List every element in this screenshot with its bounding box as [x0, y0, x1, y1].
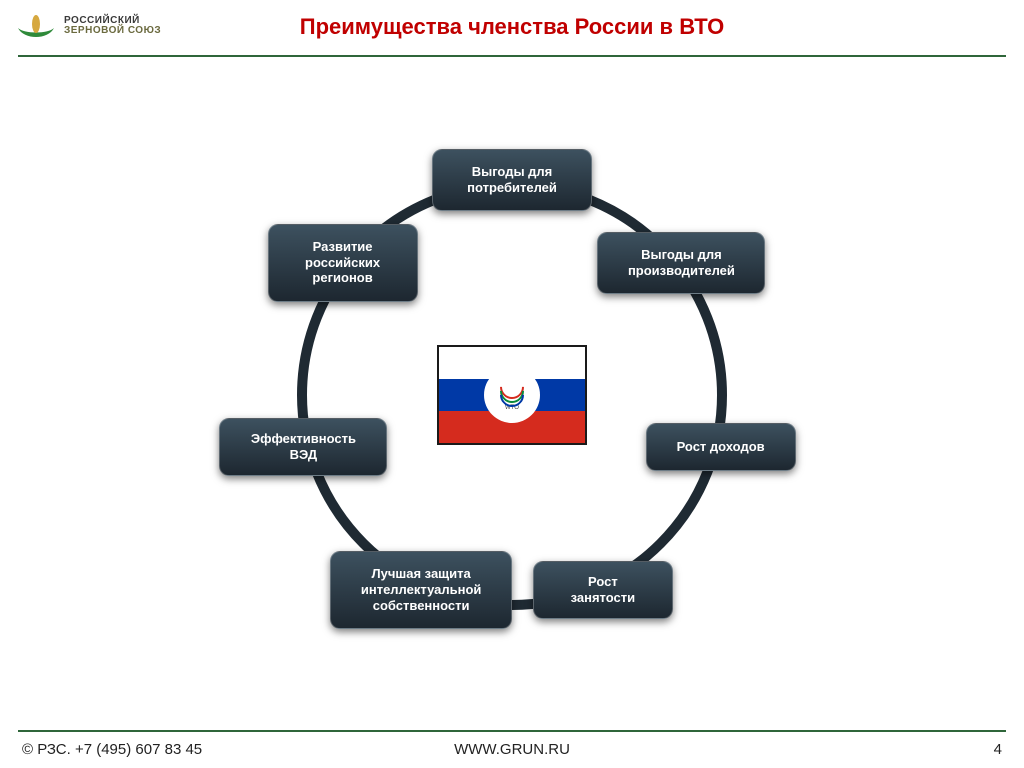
node-employment: Рост занятости	[533, 561, 673, 619]
center-flag: WTO	[437, 345, 587, 445]
header-rule	[18, 55, 1006, 57]
node-consumers: Выгоды для потребителей	[432, 149, 592, 211]
wto-logo-icon	[497, 379, 527, 403]
page-number: 4	[994, 741, 1002, 758]
footer-rule	[18, 730, 1006, 732]
node-regions: Развитие российских регионов	[268, 224, 418, 302]
node-ip: Лучшая защита интеллектуальной собственн…	[330, 551, 512, 629]
footer-url: WWW.GRUN.RU	[0, 741, 1024, 758]
slide-header: РОССИЙСКИЙ ЗЕРНОВОЙ СОЮЗ Преимущества чл…	[0, 0, 1024, 58]
node-producers: Выгоды для производителей	[597, 232, 765, 294]
node-ved: Эффективность ВЭД	[219, 418, 387, 476]
slide-title: Преимущества членства России в ВТО	[0, 14, 1024, 40]
node-income: Рост доходов	[646, 423, 796, 471]
wto-badge: WTO	[484, 367, 540, 423]
